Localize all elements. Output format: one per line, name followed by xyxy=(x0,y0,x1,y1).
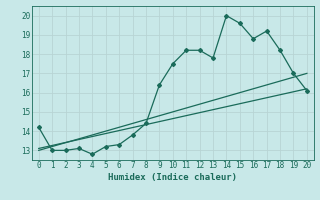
X-axis label: Humidex (Indice chaleur): Humidex (Indice chaleur) xyxy=(108,173,237,182)
